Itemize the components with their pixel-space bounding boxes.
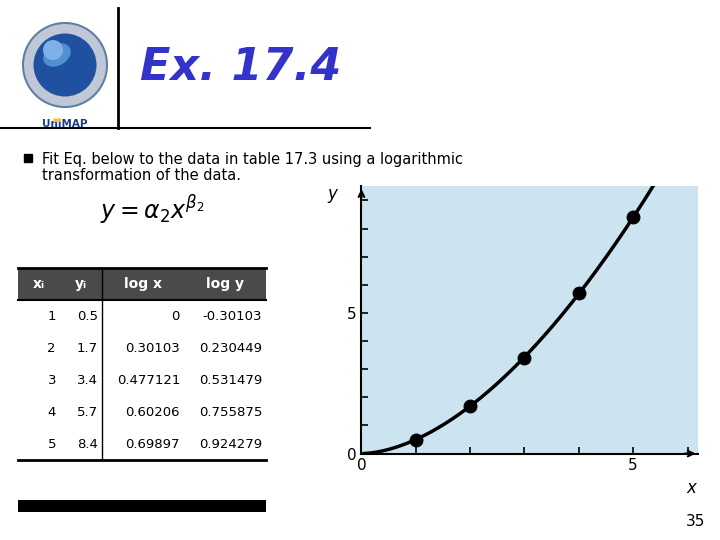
Text: log x: log x xyxy=(124,277,162,291)
Text: 1: 1 xyxy=(48,309,56,322)
Text: -0.30103: -0.30103 xyxy=(202,309,262,322)
Text: transformation of the data.: transformation of the data. xyxy=(42,168,241,183)
Bar xyxy=(18,300,266,332)
Text: x: x xyxy=(687,479,696,497)
Text: Ex. 17.4: Ex. 17.4 xyxy=(140,46,341,90)
Circle shape xyxy=(23,23,107,107)
Text: 0: 0 xyxy=(171,309,180,322)
Circle shape xyxy=(43,40,63,60)
Text: y: y xyxy=(327,185,337,204)
Text: 4: 4 xyxy=(48,406,56,419)
Bar xyxy=(18,428,266,460)
Text: 5.7: 5.7 xyxy=(77,406,98,419)
Text: 0.5: 0.5 xyxy=(77,309,98,322)
Bar xyxy=(18,500,266,512)
Text: UniMAP: UniMAP xyxy=(42,119,88,129)
Text: log y: log y xyxy=(206,277,244,291)
Text: 0.755875: 0.755875 xyxy=(199,406,262,419)
Circle shape xyxy=(34,33,96,97)
Text: ▪▪: ▪▪ xyxy=(53,117,62,123)
Text: 1.7: 1.7 xyxy=(77,341,98,354)
Text: 3.4: 3.4 xyxy=(77,374,98,387)
Text: 35: 35 xyxy=(685,515,705,530)
Bar xyxy=(18,364,266,396)
Text: 0.477121: 0.477121 xyxy=(117,374,180,387)
Bar xyxy=(18,332,266,364)
Text: 0.30103: 0.30103 xyxy=(125,341,180,354)
Text: 8.4: 8.4 xyxy=(77,437,98,450)
Text: $y = \alpha_2 x^{\beta_2}$: $y = \alpha_2 x^{\beta_2}$ xyxy=(100,193,204,227)
Text: 3: 3 xyxy=(48,374,56,387)
Bar xyxy=(18,268,266,300)
Text: 0.230449: 0.230449 xyxy=(199,341,262,354)
Text: 0.69897: 0.69897 xyxy=(125,437,180,450)
Text: xᵢ: xᵢ xyxy=(33,277,45,291)
Text: 0.531479: 0.531479 xyxy=(199,374,262,387)
Text: Fit Eq. below to the data in table 17.3 using a logarithmic: Fit Eq. below to the data in table 17.3 … xyxy=(42,152,463,167)
Text: 5: 5 xyxy=(48,437,56,450)
Ellipse shape xyxy=(43,43,71,67)
Text: 0.60206: 0.60206 xyxy=(125,406,180,419)
Text: 0.924279: 0.924279 xyxy=(199,437,262,450)
Bar xyxy=(18,396,266,428)
Text: yᵢ: yᵢ xyxy=(75,277,87,291)
Text: 2: 2 xyxy=(48,341,56,354)
